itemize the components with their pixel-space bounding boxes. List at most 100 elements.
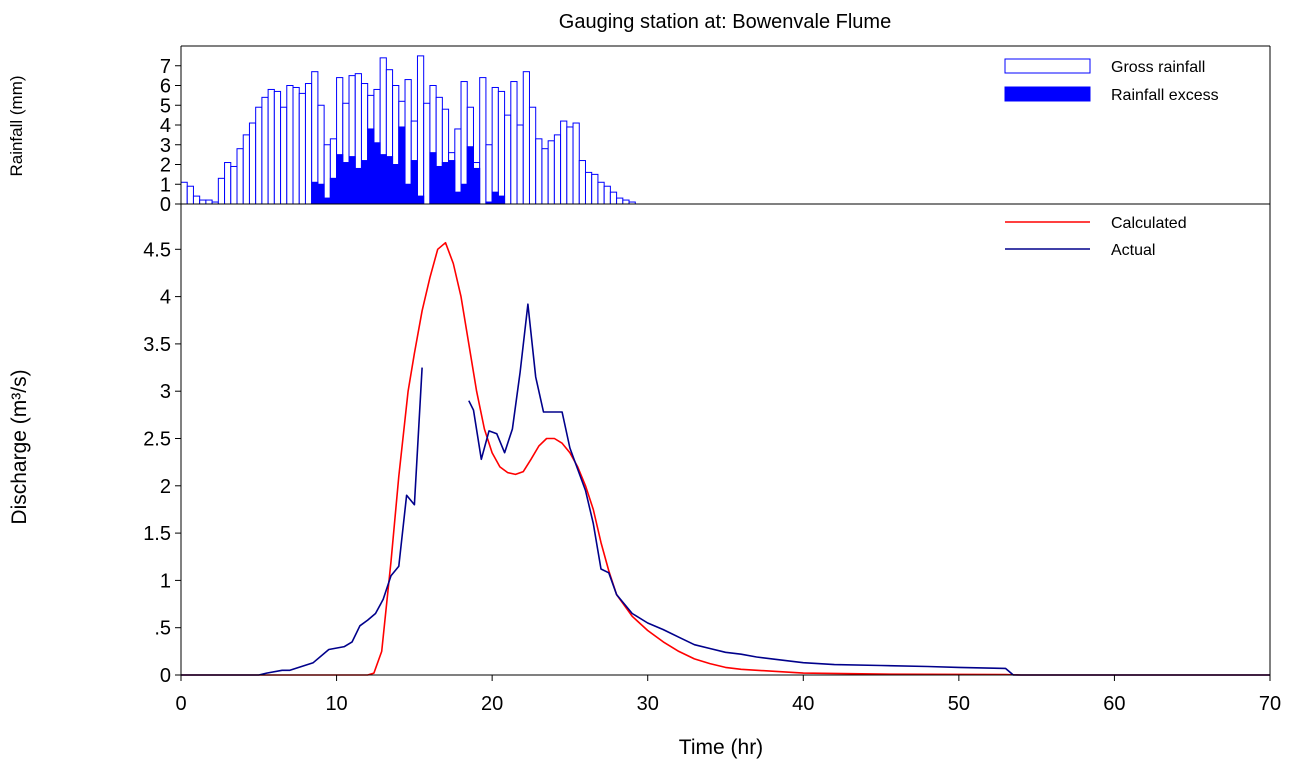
rainfall-excess-bar: [454, 191, 462, 205]
xtick-label: 0: [175, 693, 186, 715]
discharge-ytick-label: 0: [160, 665, 171, 687]
rainfall-excess-bar: [497, 195, 506, 205]
xtick-label: 60: [1103, 693, 1125, 715]
rainfall-excess-bar: [416, 195, 425, 205]
gross-rainfall-bar: [236, 148, 244, 205]
rainfall-excess-legend-swatch: [1004, 86, 1091, 102]
gross-rainfall-bar: [192, 195, 201, 205]
gross-rainfall-bar: [510, 81, 518, 205]
rainfall-excess-bar: [354, 167, 362, 205]
gross-rainfall-bar: [186, 185, 194, 205]
rainfall-excess-bar: [367, 128, 375, 205]
rainfall-excess-bar: [435, 165, 443, 205]
rainfall-excess-bar: [441, 162, 450, 205]
rainfall-excess-bar: [323, 197, 331, 205]
gross-rainfall-bar: [504, 114, 512, 205]
gross-rainfall-bar: [497, 90, 506, 205]
gross-rainfall-bar: [416, 55, 425, 205]
gross-rainfall-bar: [205, 199, 213, 205]
gross-rainfall-bar: [597, 181, 605, 205]
rainfall-excess-bar: [348, 156, 356, 205]
gross-rainfall-bar: [616, 197, 624, 205]
gross-rainfall-bar: [535, 138, 543, 205]
gross-rainfall-bar: [584, 171, 593, 205]
legends: Gross rainfall Rainfall excess Calculated A…: [1004, 58, 1219, 259]
gross-rainfall-bar: [609, 191, 618, 205]
discharge-ytick-label: 2: [160, 476, 171, 498]
gross-rainfall-bar: [255, 106, 263, 205]
gross-rainfall-bar: [298, 92, 306, 205]
gross-rainfall-bar: [528, 106, 537, 205]
rainfall-bars: [180, 55, 636, 205]
chart-title: Gauging station at: Bowenvale Flume: [559, 11, 891, 33]
gross-rainfall-bar: [553, 134, 562, 205]
rainfall-excess-bar: [472, 167, 481, 205]
rainfall-ytick-label: 0: [160, 194, 171, 216]
rainfall-excess-bar: [379, 154, 387, 205]
gross-rainfall-bar: [304, 83, 313, 205]
gross-rainfall-bar: [273, 90, 282, 205]
rainfall-excess-bar: [466, 146, 474, 205]
discharge-ytick-label: 1: [160, 570, 171, 592]
rainfall-excess-bar: [404, 183, 412, 205]
rainfall-excess-bar: [360, 160, 369, 205]
gross-rainfall-bar: [267, 88, 275, 205]
rainfall-excess-bar: [410, 160, 418, 205]
gross-rainfall-bar: [242, 134, 250, 205]
time-axis-label: Time (hr): [679, 736, 763, 759]
gross-rainfall-bar: [423, 102, 431, 205]
rainfall-excess-bar: [448, 160, 456, 205]
discharge-ytick-label: 1.5: [143, 523, 171, 545]
rainfall-ytick-label: 4: [160, 115, 171, 137]
actual-discharge-line: [468, 303, 1270, 676]
gross-rainfall-bar: [622, 199, 630, 205]
discharge-ytick-label: 4.5: [143, 239, 171, 261]
rainfall-ytick-label: 2: [160, 155, 171, 177]
gross-rainfall-bar: [560, 120, 568, 205]
calculated-discharge-line: [181, 241, 1270, 676]
gross-rainfall-bar: [479, 77, 487, 205]
xtick-label: 30: [637, 693, 659, 715]
xtick-label: 20: [481, 693, 503, 715]
gross-rainfall-bar: [547, 140, 555, 205]
discharge-ytick-label: 2.5: [143, 429, 171, 451]
gross-rainfall-bar: [578, 160, 586, 205]
rainfall-ytick-label: 1: [160, 174, 171, 196]
xtick-label: 40: [792, 693, 814, 715]
rainfall-ytick-label: 5: [160, 95, 171, 117]
xtick-label: 70: [1259, 693, 1281, 715]
rainfall-excess-bar: [329, 177, 338, 205]
gross-rainfall-bar: [572, 122, 580, 205]
gross-rainfall-bar: [230, 165, 238, 205]
gross-rainfall-bar: [522, 71, 530, 205]
rainfall-ytick-label: 6: [160, 76, 171, 98]
axes: [175, 45, 1271, 681]
gross-rainfall-bar: [603, 185, 611, 205]
gross-rainfall-bar: [516, 124, 524, 205]
actual-legend-label: Actual: [1111, 242, 1155, 259]
rainfall-excess-bar: [342, 162, 350, 205]
gross-rainfall-bar: [541, 148, 549, 205]
rainfall-excess-bar: [336, 154, 344, 205]
calculated-legend-label: Calculated: [1111, 215, 1187, 232]
gross-rainfall-legend-swatch: [1004, 58, 1091, 74]
gross-rainfall-bar: [491, 86, 499, 205]
discharge-ytick-label: 3: [160, 381, 171, 403]
gross-rainfall-bar: [566, 126, 574, 205]
rainfall-excess-bar: [392, 164, 400, 205]
gross-rainfall-bar: [280, 106, 288, 205]
gross-rainfall-bar: [199, 199, 207, 205]
rainfall-ytick-label: 7: [160, 56, 171, 78]
discharge-ytick-label: 4: [160, 287, 171, 309]
gross-rainfall-bar: [248, 122, 257, 205]
gross-rainfall-legend-label: Gross rainfall: [1111, 59, 1205, 76]
rainfall-excess-legend-label: Rainfall excess: [1111, 87, 1219, 104]
gross-rainfall-bar: [261, 96, 269, 205]
rainfall-excess-bar: [317, 183, 325, 205]
rainfall-excess-bar: [491, 191, 499, 205]
xtick-label: 50: [948, 693, 970, 715]
rainfall-excess-bar: [429, 152, 437, 205]
gross-rainfall-bar: [485, 144, 493, 205]
rainfall-ytick-label: 3: [160, 135, 171, 157]
